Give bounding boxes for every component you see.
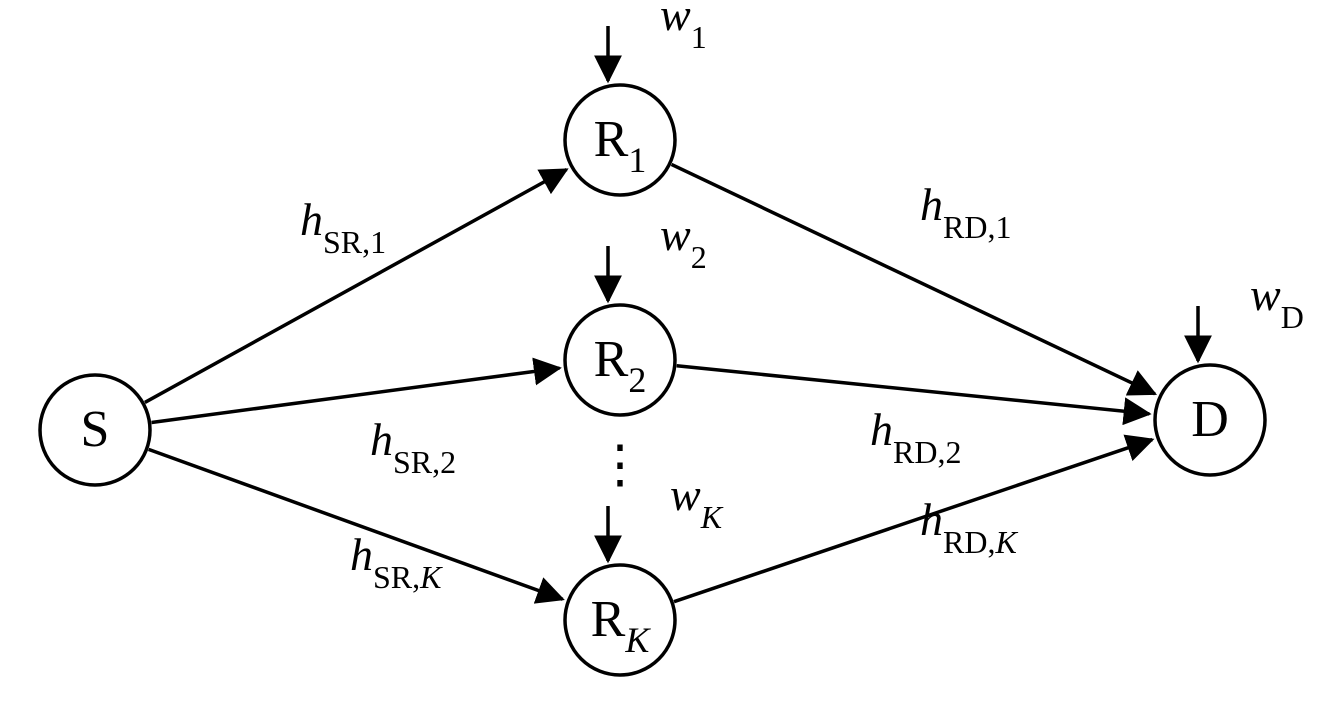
edge-S-R1: [145, 169, 567, 402]
edge-label-R2-D: hRD,2: [870, 404, 961, 470]
edge-label-S-R2: hSR,2: [370, 414, 456, 480]
noise-label-D: wD: [1250, 269, 1304, 335]
edge-S-R2: [151, 368, 559, 422]
noise-label-R2: w2: [660, 209, 707, 275]
edge-label-RK-D: hRD,K: [920, 494, 1018, 560]
vdots: ⋮: [594, 437, 646, 494]
nodes: SR1R2RKD: [40, 85, 1265, 675]
vertical-dots: ⋮: [594, 437, 646, 494]
node-label-D: D: [1191, 391, 1229, 448]
edge-labels: hSR,1hSR,2hSR,KhRD,1hRD,2hRD,Kw1w2wKwD: [300, 0, 1304, 595]
noise-label-RK: wK: [670, 469, 724, 535]
edge-R1-D: [671, 164, 1154, 393]
edge-label-R1-D: hRD,1: [920, 179, 1011, 245]
noise-label-R1: w1: [660, 0, 707, 55]
node-label-S: S: [81, 401, 110, 458]
relay-network-diagram: SR1R2RKD hSR,1hSR,2hSR,KhRD,1hRD,2hRD,Kw…: [0, 0, 1324, 723]
edge-R2-D: [677, 366, 1150, 414]
edge-label-S-R1: hSR,1: [300, 194, 386, 260]
